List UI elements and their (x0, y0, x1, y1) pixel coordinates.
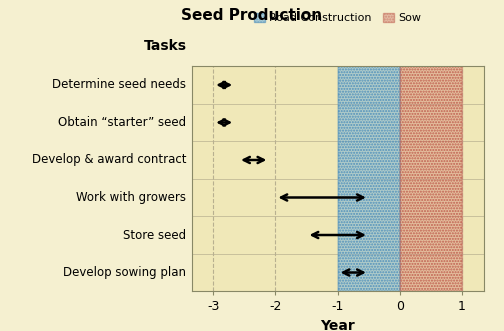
Text: Tasks: Tasks (144, 39, 186, 53)
Text: Develop & award contract: Develop & award contract (32, 154, 186, 166)
Text: Obtain “starter” seed: Obtain “starter” seed (58, 116, 186, 129)
Bar (338, 66, 400, 291)
Bar (400, 66, 462, 291)
Legend: Road Construction, Sow: Road Construction, Sow (249, 9, 426, 28)
Bar (338, 66, 400, 291)
Text: Work with growers: Work with growers (77, 191, 186, 204)
X-axis label: Year: Year (321, 319, 355, 331)
Text: Develop sowing plan: Develop sowing plan (64, 266, 186, 279)
Text: Seed Production: Seed Production (181, 8, 323, 23)
Text: Determine seed needs: Determine seed needs (52, 78, 186, 91)
Text: Store seed: Store seed (123, 228, 186, 242)
Bar (400, 66, 462, 291)
